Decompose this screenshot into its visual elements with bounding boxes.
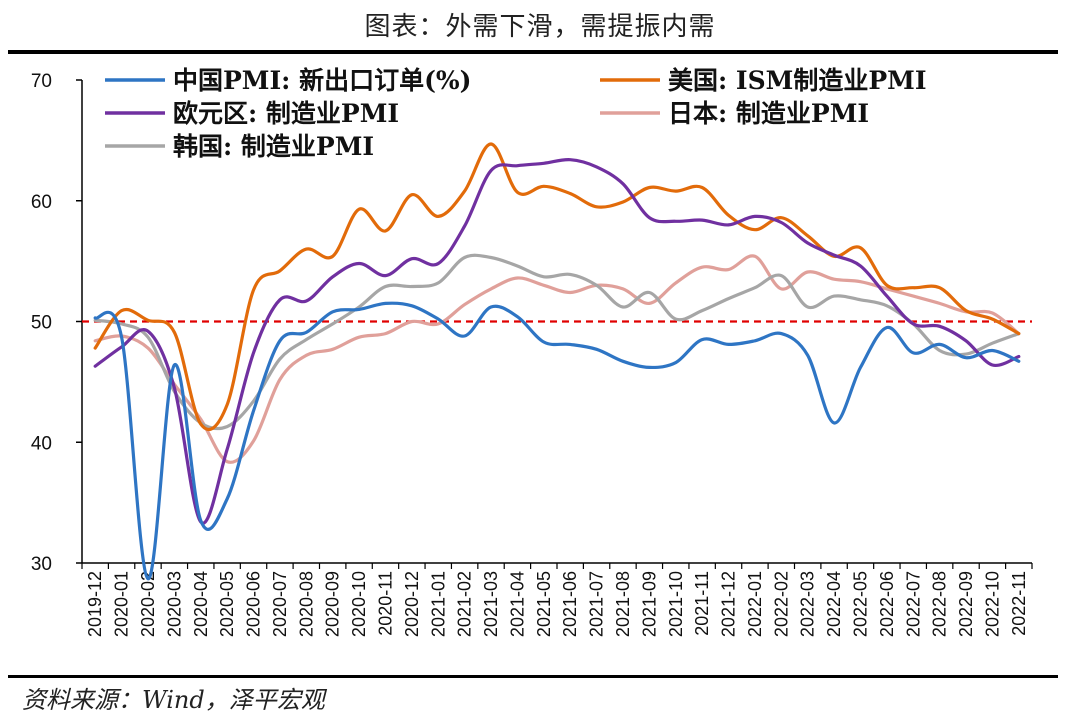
x-tick-label: 2022-05: [850, 571, 870, 637]
x-tick-label: 2021-07: [587, 571, 607, 637]
x-tick-label: 2021-02: [455, 571, 475, 637]
legend-label: 欧元区: 制造业PMI: [173, 99, 399, 128]
series-lines: [93, 142, 1021, 581]
x-tick-label: 2020-09: [323, 571, 343, 637]
x-tick-label: 2022-02: [771, 571, 791, 637]
series-line-1: [93, 142, 1021, 431]
x-tick-label: 2022-03: [798, 571, 818, 637]
series-line-3: [93, 254, 1021, 464]
x-tick-label: 2022-10: [982, 571, 1002, 637]
x-tick-label: 2020-04: [191, 571, 211, 637]
x-tick-label: 2020-01: [112, 571, 132, 637]
x-tick-label: 2021-05: [534, 571, 554, 637]
legend-label: 韩国: 制造业PMI: [173, 132, 374, 161]
x-tick-label: 2021-08: [613, 571, 633, 637]
x-tick-label: 2020-02: [138, 571, 158, 637]
y-tick-label: 50: [31, 313, 52, 334]
y-tick-label: 60: [31, 192, 52, 213]
x-tick-label: 2020-06: [244, 571, 264, 637]
x-tick-label: 2021-03: [481, 571, 501, 637]
x-tick-label: 2022-08: [930, 571, 950, 637]
x-tick-label: 2020-11: [375, 571, 395, 636]
legend-label: 日本: 制造业PMI: [668, 99, 869, 128]
x-tick-label: 2021-01: [428, 571, 448, 637]
x-tick-label: 2022-07: [903, 571, 923, 637]
x-tick-label: 2022-04: [824, 571, 844, 637]
x-tick-label: 2022-09: [956, 571, 976, 637]
x-tick-label: 2021-09: [639, 571, 659, 637]
bottom-rule: [8, 675, 1058, 678]
x-tick-label: 2022-11: [1009, 571, 1029, 636]
x-tick-label: 2021-12: [719, 571, 739, 637]
legend: 中国PMI: 新出口订单(%) 美国: ISM制造业PMI 欧元区: 制造业PMI 日…: [105, 66, 927, 161]
legend-label: 中国PMI: 新出口订单(%): [173, 66, 472, 95]
x-tick-label: 2022-01: [745, 571, 765, 637]
y-axis: 30 40 50 60 70: [31, 71, 82, 575]
x-tick-label: 2020-05: [217, 571, 237, 637]
x-tick-label: 2022-06: [877, 571, 897, 637]
series-line-2: [93, 158, 1021, 525]
series-line-0: [93, 301, 1021, 581]
legend-label: 美国: ISM制造业PMI: [668, 66, 927, 95]
x-tick-label: 2020-03: [164, 571, 184, 637]
x-tick-label: 2019-12: [85, 571, 105, 637]
series-line-4: [93, 253, 1021, 431]
x-tick-label: 2021-11: [692, 571, 712, 636]
x-tick-label: 2020-12: [402, 571, 422, 637]
x-tick-label: 2020-07: [270, 571, 290, 637]
y-tick-label: 40: [31, 433, 52, 454]
x-tick-label: 2021-04: [507, 571, 527, 637]
source-note: 资料来源：Wind，泽平宏观: [22, 686, 325, 714]
x-tick-label: 2020-10: [349, 571, 369, 637]
top-rule: [8, 50, 1058, 54]
x-tick-label: 2021-10: [666, 571, 686, 637]
chart-title: 图表：外需下滑，需提振内需: [364, 12, 716, 42]
x-tick-label: 2021-06: [560, 571, 580, 637]
x-tick-label: 2020-08: [296, 571, 316, 637]
x-axis: 2019-12 2020-01 2020-02 2020-03 2020-04 2020-…: [81, 563, 1033, 637]
y-tick-label: 70: [31, 71, 52, 92]
y-tick-label: 30: [31, 554, 52, 575]
